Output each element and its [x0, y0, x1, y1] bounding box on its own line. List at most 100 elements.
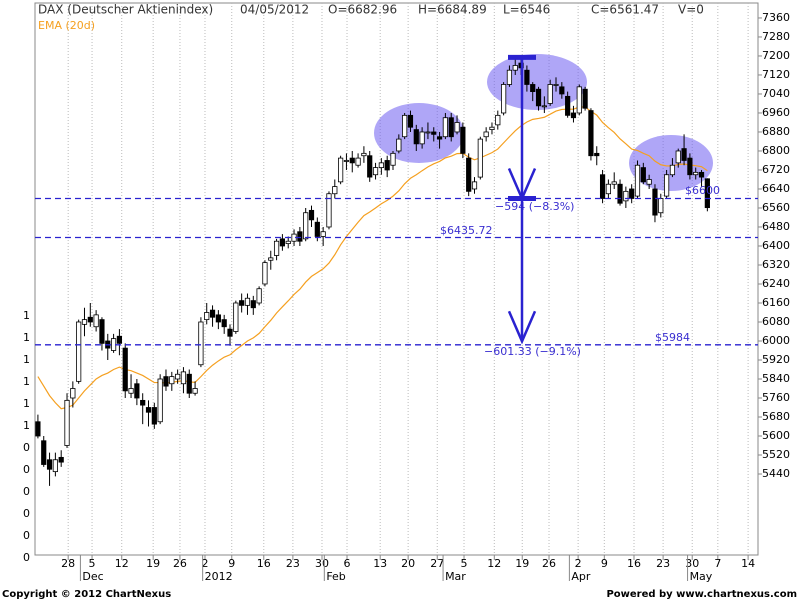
- y-tick-label: 7200: [762, 49, 790, 62]
- y-tick-label: 6800: [762, 144, 790, 157]
- y-tick-label: 7360: [762, 11, 790, 24]
- candle-body: [70, 388, 76, 399]
- candle-body: [58, 456, 64, 463]
- candle-body: [384, 160, 390, 171]
- x-tick-label: 12: [115, 557, 129, 570]
- candle-body: [215, 314, 221, 323]
- x-tick-label: 23: [656, 557, 670, 570]
- candle-body: [343, 160, 350, 162]
- candle-body: [495, 114, 501, 126]
- candle-body: [145, 407, 152, 413]
- y-tick-label: 5680: [762, 410, 790, 423]
- header-item: C=6561.47: [591, 3, 659, 17]
- candle-body: [81, 319, 88, 325]
- candle-body: [588, 110, 594, 157]
- candle-body: [320, 231, 326, 237]
- candle-body: [116, 335, 123, 344]
- candle-body: [553, 84, 559, 86]
- candle-body: [52, 459, 58, 473]
- header-item: L=6546: [503, 3, 550, 17]
- left-axis-label: 0: [23, 463, 30, 476]
- y-tick-label: 6400: [762, 239, 790, 252]
- y-tick-label: 5760: [762, 391, 790, 404]
- left-axis-label: 1: [23, 353, 30, 366]
- ema-line: [37, 106, 708, 410]
- support-label: $6435.72: [440, 224, 493, 237]
- support-label: $5984: [655, 331, 690, 344]
- candle-body: [93, 314, 99, 328]
- left-axis-label: 0: [23, 551, 30, 564]
- x-tick-label: 7: [714, 557, 721, 570]
- left-axis-label: 1: [23, 375, 30, 388]
- candle-body: [239, 300, 245, 306]
- x-tick-label: 13: [373, 557, 387, 570]
- x-tick-label: 16: [627, 557, 641, 570]
- candle-body: [675, 150, 681, 164]
- x-tick-label: 28: [61, 557, 75, 570]
- x-tick-label: 30: [685, 557, 699, 570]
- candle-body: [530, 84, 536, 92]
- candle-body: [681, 148, 687, 161]
- candle-body: [570, 112, 577, 119]
- header-item: H=6684.89: [418, 3, 487, 17]
- candle-body: [99, 319, 105, 344]
- candle-body: [250, 300, 256, 309]
- month-label: Dec: [82, 570, 103, 583]
- candle-body: [355, 157, 361, 166]
- candle-body: [669, 164, 676, 176]
- candle-body: [262, 262, 268, 285]
- candle-body: [664, 174, 670, 197]
- x-tick-label: 5: [89, 557, 96, 570]
- month-label: May: [690, 570, 713, 583]
- candle-body: [698, 171, 705, 178]
- candle-body: [634, 164, 641, 197]
- candle-body: [35, 421, 41, 437]
- candle-body: [367, 155, 373, 178]
- candle-body: [652, 188, 658, 216]
- x-tick-label: 20: [401, 557, 415, 570]
- y-tick-label: 5520: [762, 448, 790, 461]
- candle-body: [297, 231, 303, 242]
- month-label: Feb: [326, 570, 345, 583]
- candle-body: [372, 167, 379, 176]
- candle-body: [565, 95, 571, 116]
- candle-body: [448, 117, 454, 138]
- y-tick-label: 5840: [762, 372, 790, 385]
- candle-body: [122, 347, 128, 392]
- candle-body: [425, 131, 431, 134]
- candle-body: [489, 126, 495, 130]
- support-label: $6600: [685, 184, 720, 197]
- y-tick-label: 5440: [762, 467, 790, 480]
- x-tick-label: 14: [741, 557, 755, 570]
- candle-body: [687, 157, 693, 176]
- x-tick-label: 19: [146, 557, 160, 570]
- chart-title: DAX (Deutscher Aktienindex): [38, 3, 213, 17]
- candle-body: [308, 209, 315, 221]
- candle-body: [273, 240, 280, 256]
- candle-body: [157, 378, 163, 423]
- candle-body: [483, 131, 489, 138]
- arrow-head: [507, 310, 537, 345]
- y-tick-label: 6720: [762, 163, 790, 176]
- candle-body: [198, 321, 204, 366]
- candle-body: [209, 309, 216, 318]
- candle-body: [431, 131, 437, 135]
- left-axis-label: 0: [23, 485, 30, 498]
- candle-body: [64, 399, 70, 446]
- candle-body: [594, 152, 600, 157]
- y-tick-label: 7040: [762, 87, 790, 100]
- candle-body: [41, 440, 47, 465]
- y-tick-label: 6080: [762, 315, 790, 328]
- x-tick-label: 26: [173, 557, 187, 570]
- candle-body: [599, 174, 606, 199]
- highlight: [629, 135, 713, 191]
- left-axis-label: 0: [23, 529, 30, 542]
- candle-body: [407, 114, 414, 128]
- candle-body: [646, 179, 652, 185]
- x-tick-label: 27: [430, 557, 444, 570]
- left-axis-label: 1: [23, 419, 30, 432]
- y-tick-label: 7280: [762, 30, 790, 43]
- candle-body: [460, 126, 466, 154]
